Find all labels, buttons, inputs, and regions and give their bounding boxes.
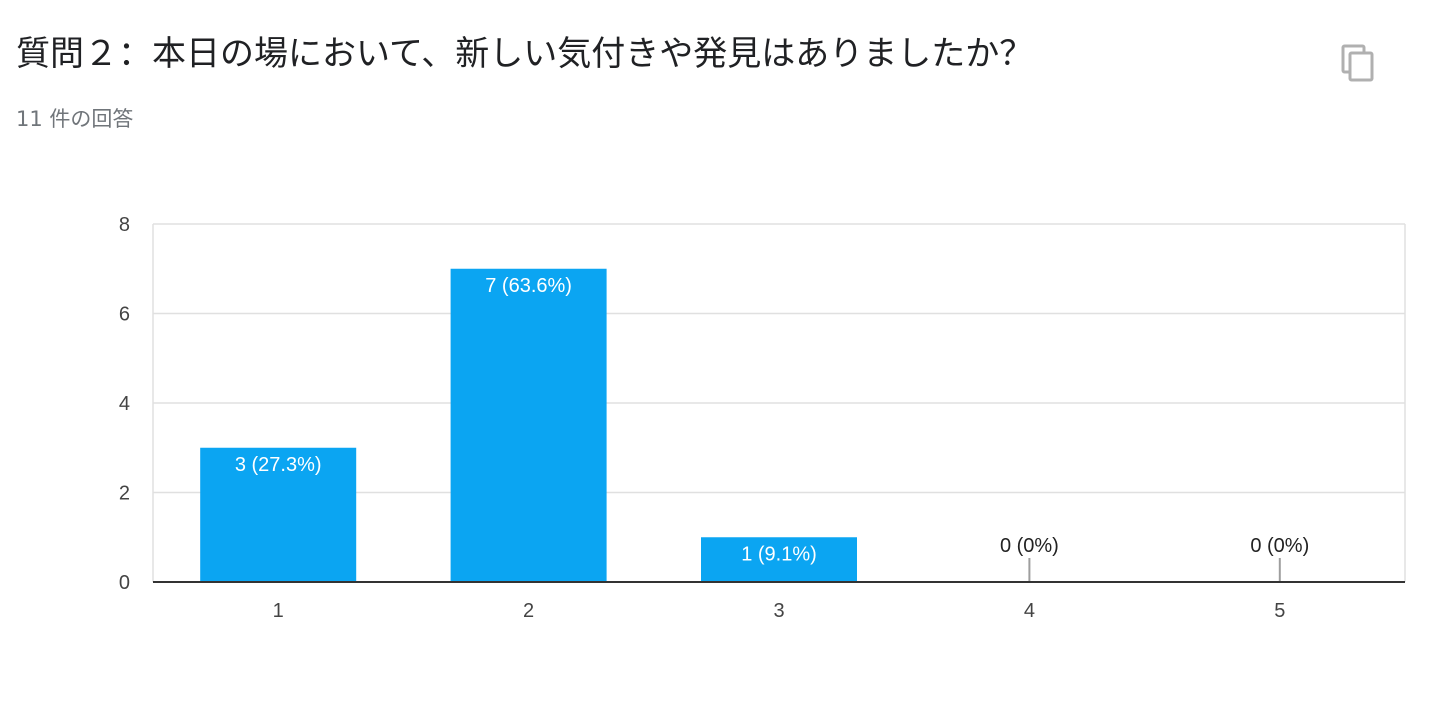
bar-data-label: 1 (9.1%) [741,543,817,565]
y-tick-label: 8 [119,214,130,236]
y-tick-label: 6 [119,304,130,326]
x-tick-label: 1 [273,600,284,622]
y-tick-label: 2 [119,483,130,505]
y-tick-label: 4 [119,393,130,415]
bar [200,447,357,582]
x-tick-label: 2 [523,600,534,622]
x-tick-label: 3 [773,600,784,622]
bar-data-label: 0 (0%) [1000,535,1059,557]
bar-data-label: 0 (0%) [1250,535,1309,557]
copy-chart-button[interactable] [1336,40,1380,84]
copy-icon [1341,44,1374,82]
response-count: 11 件の回答 [16,107,134,131]
bar-data-label: 3 (27.3%) [235,454,322,476]
y-tick-label: 0 [119,572,130,594]
bar [450,268,607,582]
question-title: 質問２：本日の場において、新しい気付きや発見はありましたか？ [16,34,1034,74]
bar-data-label: 7 (63.6%) [485,275,572,297]
x-tick-label: 4 [1024,600,1035,622]
x-tick-label: 5 [1274,600,1285,622]
bar [701,537,857,582]
